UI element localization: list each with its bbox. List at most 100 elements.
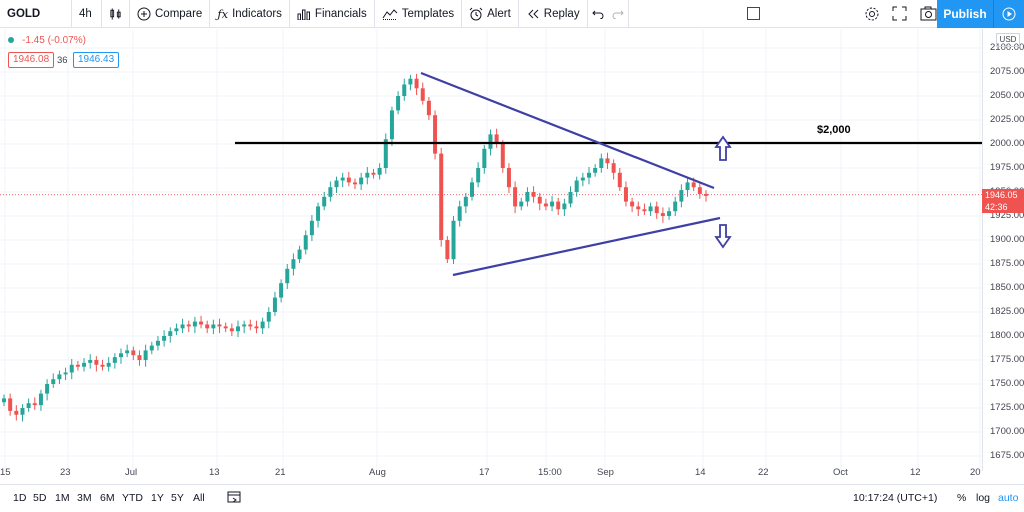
price-tick-label: 1875.00 xyxy=(990,258,1024,269)
range-button-ytd[interactable]: YTD xyxy=(122,492,143,504)
chart-type-button[interactable] xyxy=(102,0,130,28)
candle-body xyxy=(328,187,333,197)
candle-body xyxy=(260,321,265,329)
templates-button[interactable]: Templates xyxy=(375,0,463,28)
candle-body xyxy=(408,78,413,85)
candle-body xyxy=(630,201,635,207)
candle-body xyxy=(322,196,327,207)
candle-body xyxy=(617,172,622,188)
layout-square-button[interactable] xyxy=(747,7,760,20)
log-toggle[interactable]: log xyxy=(976,492,991,504)
range-button-1d[interactable]: 1D xyxy=(13,492,27,504)
candle-body xyxy=(685,182,690,191)
ask-value: 1946.43 xyxy=(78,54,115,65)
undo-button[interactable] xyxy=(588,0,608,28)
alert-button[interactable]: Alert xyxy=(462,0,519,28)
range-button-1y[interactable]: 1Y xyxy=(151,492,164,504)
range-button-3m[interactable]: 3M xyxy=(77,492,92,504)
candle-body xyxy=(279,283,284,298)
candle-body xyxy=(137,355,142,360)
candle-body xyxy=(580,177,585,181)
range-button-all[interactable]: All xyxy=(193,492,205,504)
candle-body xyxy=(32,403,37,406)
stream-button[interactable] xyxy=(993,0,1024,28)
range-button-1m[interactable]: 1M xyxy=(55,492,70,504)
compare-button[interactable]: Compare xyxy=(130,0,211,28)
snapshot-button[interactable] xyxy=(920,6,937,24)
candle-body xyxy=(673,201,678,212)
price-tick-label: 2050.00 xyxy=(990,90,1024,101)
candle-body xyxy=(623,187,628,202)
redo-icon xyxy=(612,10,624,19)
candle-body xyxy=(451,220,456,260)
price-tick-label: 1850.00 xyxy=(990,282,1024,293)
chart-legend: -1.45 (-0.07%) xyxy=(8,35,86,46)
candle-body xyxy=(272,297,277,312)
price-chart[interactable]: $2,000 xyxy=(0,29,982,471)
financials-button[interactable]: Financials xyxy=(290,0,375,28)
candle-body xyxy=(457,206,462,221)
auto-toggle[interactable]: auto xyxy=(998,492,1019,504)
fullscreen-icon xyxy=(892,6,907,21)
candle-body xyxy=(371,172,376,175)
time-axis[interactable]: 15 23 Jul 13 21 Aug 17 15:00 Sep 14 22 Oct 12 20 xyxy=(0,463,982,483)
time-tick-label: 15:00 xyxy=(538,467,562,478)
candle-body xyxy=(217,324,222,327)
last-price-tag: 1946.05 xyxy=(982,189,1024,201)
settings-button[interactable] xyxy=(864,6,880,25)
range-button-5d[interactable]: 5D xyxy=(33,492,47,504)
candle-body xyxy=(236,326,240,332)
candle-body xyxy=(642,209,647,212)
play-circle-icon xyxy=(1002,7,1016,21)
publish-button[interactable]: Publish xyxy=(937,0,993,28)
interval-button[interactable]: 4h xyxy=(72,0,102,28)
candle-body xyxy=(211,324,216,329)
price-tick-label: 1675.00 xyxy=(990,450,1024,461)
candle-body xyxy=(433,115,438,154)
redo-button[interactable] xyxy=(608,0,629,28)
candle-body xyxy=(513,187,518,207)
alert-label: Alert xyxy=(487,7,511,20)
price-tick-label: 1975.00 xyxy=(990,162,1024,173)
price-axis[interactable]: 2100.00 2075.00 2050.00 2025.00 2000.00 1975.… xyxy=(982,29,1024,471)
range-button-5y[interactable]: 5Y xyxy=(171,492,184,504)
candle-body xyxy=(223,326,228,329)
candle-body xyxy=(365,172,370,178)
candle-body xyxy=(242,324,247,327)
candle-body xyxy=(168,331,173,336)
price-tick-label: 2000.00 xyxy=(990,138,1024,149)
replay-button[interactable]: Replay xyxy=(519,0,588,28)
candle-body xyxy=(506,168,511,188)
price-tick-label: 1775.00 xyxy=(990,354,1024,365)
bid-price-box[interactable]: 1946.08 xyxy=(8,52,55,68)
symbol-search[interactable]: GOLD xyxy=(0,0,72,28)
candle-body xyxy=(353,182,357,185)
ask-price-box[interactable]: 1946.43 xyxy=(73,52,120,68)
candle-body xyxy=(82,362,87,367)
candle-body xyxy=(285,268,290,284)
candle-body xyxy=(679,190,684,202)
candle-body xyxy=(525,192,530,202)
candle-body xyxy=(494,134,499,144)
goto-date-button[interactable] xyxy=(227,491,241,507)
time-tick-label: 22 xyxy=(758,467,769,478)
candle-body xyxy=(389,110,394,140)
range-button-6m[interactable]: 6M xyxy=(100,492,115,504)
price-tick-label: 1725.00 xyxy=(990,402,1024,413)
clock-label[interactable]: 10:17:24 (UTC+1) xyxy=(853,492,938,504)
candle-body xyxy=(383,139,388,168)
percent-toggle[interactable]: % xyxy=(957,492,967,504)
candle-body xyxy=(439,153,444,240)
symbol-label: GOLD xyxy=(7,7,41,20)
fullscreen-button[interactable] xyxy=(892,6,907,24)
price-tick-label: 2075.00 xyxy=(990,66,1024,77)
lower-trendline xyxy=(452,216,721,277)
candle-body xyxy=(562,203,567,210)
candle-body xyxy=(636,206,641,210)
candle-body xyxy=(51,379,56,384)
candle-body xyxy=(162,336,167,341)
candle-body xyxy=(500,144,505,168)
candle-body xyxy=(519,201,524,207)
candle-body xyxy=(20,408,25,415)
indicators-button[interactable]: ƒx Indicators xyxy=(210,0,290,28)
